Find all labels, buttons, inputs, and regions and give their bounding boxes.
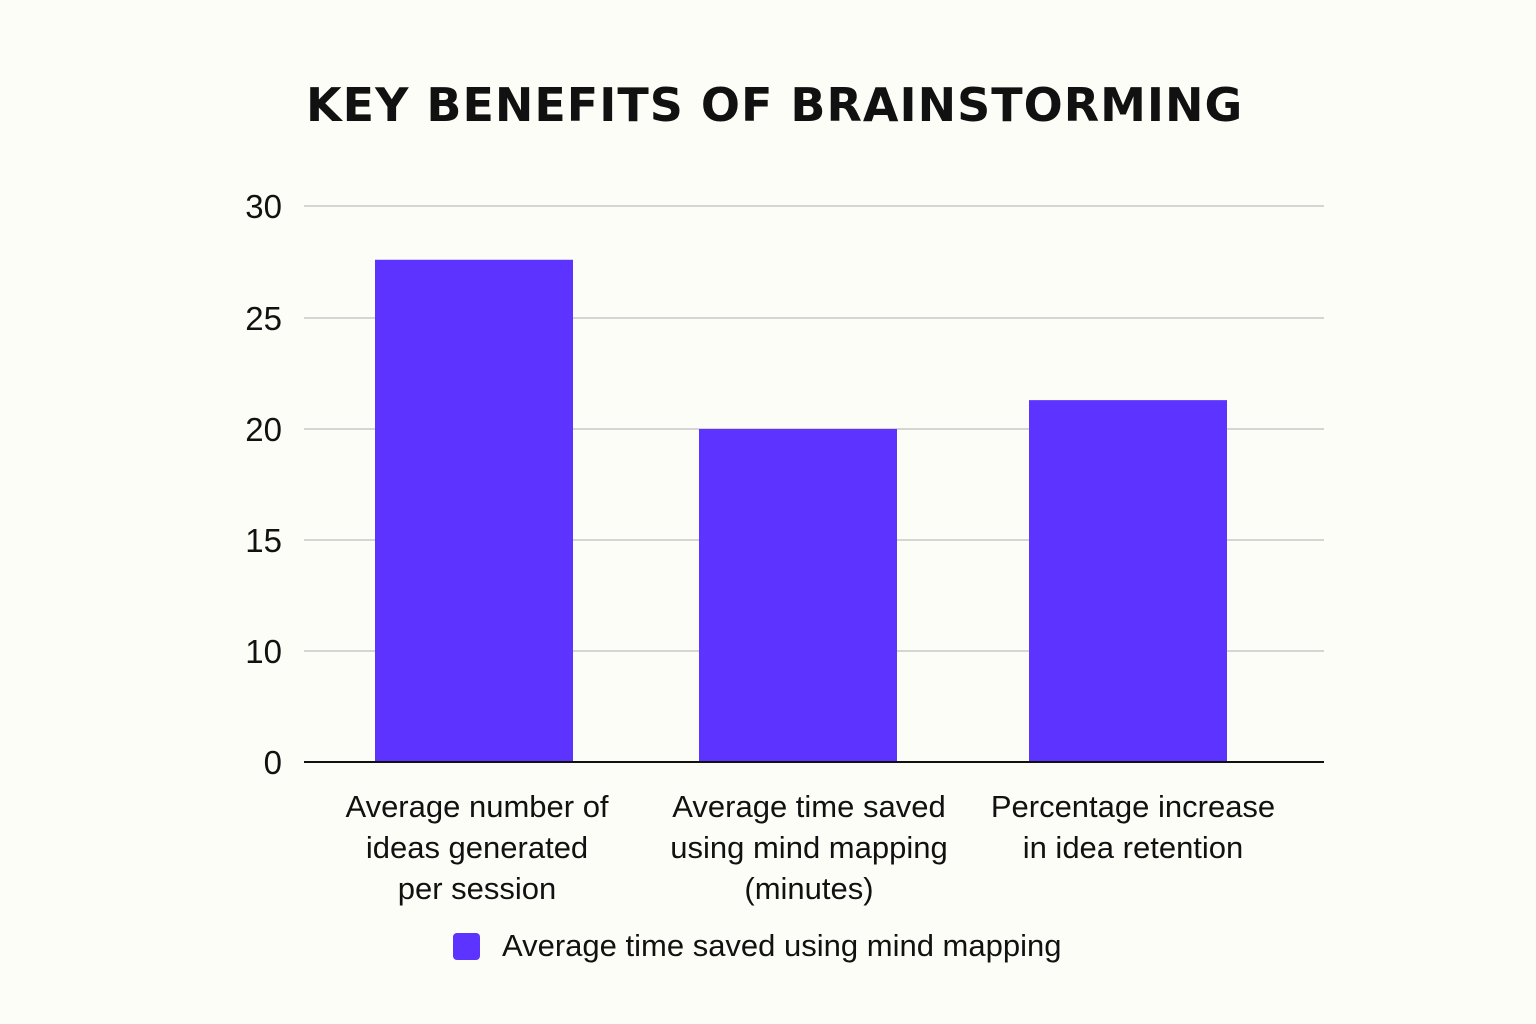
y-tick-label-20: 20 <box>245 411 282 448</box>
y-tick-label-10: 10 <box>245 633 282 670</box>
bar-1 <box>375 259 573 762</box>
bars <box>375 259 1227 762</box>
x-category-label-line: ideas generated <box>365 830 589 865</box>
bar-3 <box>1029 400 1227 762</box>
x-category-label-3: Percentage increase in idea retention <box>968 786 1298 868</box>
x-category-label-line: using mind mapping <box>670 830 948 865</box>
legend-label: Average time saved using mind mapping <box>502 928 1062 963</box>
x-category-label-2: Average time saved using mind mapping (min… <box>644 786 974 909</box>
legend-swatch <box>453 932 480 960</box>
x-category-label-line: (minutes) <box>744 871 874 906</box>
x-category-label-line: in idea retention <box>1022 830 1244 865</box>
x-category-label-line: Average time saved <box>672 789 946 824</box>
y-tick-label-15: 15 <box>245 522 282 559</box>
y-tick-label-25: 25 <box>245 300 282 337</box>
x-category-label-line: per session <box>397 871 557 906</box>
y-tick-label-0: 0 <box>264 744 282 781</box>
y-axis-ticks: 0 10 15 20 25 30 <box>245 188 282 781</box>
x-category-label-line: Average number of <box>345 789 609 824</box>
legend: Average time saved using mind mapping <box>453 928 1061 964</box>
x-category-label-line: Percentage increase <box>990 789 1276 824</box>
y-tick-label-30: 30 <box>245 188 282 225</box>
chart-title: KEY BENEFITS OF BRAINSTORMING <box>306 78 1244 132</box>
x-category-label-1: Average number of ideas generated per sess… <box>312 786 642 909</box>
bar-2 <box>699 429 897 762</box>
